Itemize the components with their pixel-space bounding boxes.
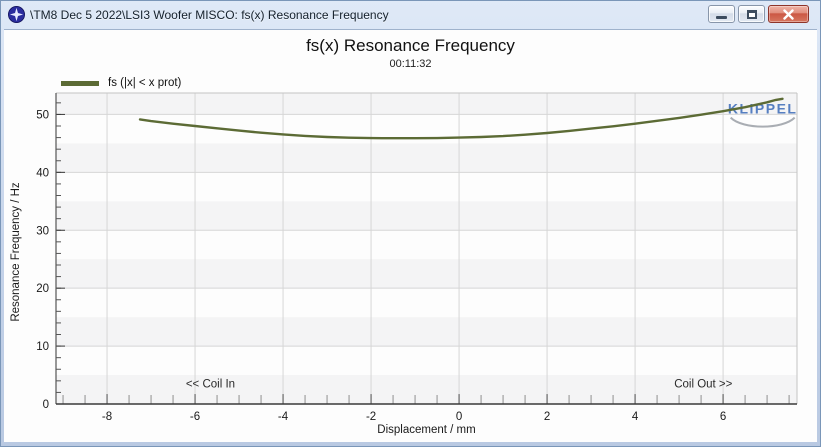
klippel-watermark: KLIPPEL: [728, 101, 798, 117]
chart-title: fs(x) Resonance Frequency: [306, 36, 515, 55]
y-tick-label: 0: [43, 399, 49, 411]
x-tick-label: -6: [190, 411, 200, 423]
plot-background: [56, 93, 797, 404]
y-tick-label: 40: [36, 167, 49, 179]
grid-band: [56, 259, 797, 289]
chart-subtitle: 00:11:32: [389, 58, 432, 70]
minimize-icon: [716, 16, 727, 19]
grid-band: [56, 317, 797, 347]
grid-band: [56, 375, 797, 404]
grid-band: [56, 93, 797, 115]
close-button[interactable]: [768, 5, 809, 23]
x-tick-label: 2: [544, 411, 550, 423]
legend-line-swatch: [61, 80, 99, 86]
coil-in-annotation: << Coil In: [186, 379, 235, 391]
y-tick-label: 10: [36, 341, 49, 353]
y-tick-label: 20: [36, 283, 49, 295]
title-bar[interactable]: \TM8 Dec 5 2022\LSI3 Woofer MISCO: fs(x)…: [1, 1, 820, 29]
grid-band: [56, 143, 797, 173]
grid-band: [56, 201, 797, 231]
coil-out-annotation: Coil Out >>: [674, 379, 732, 391]
y-tick-label: 50: [36, 109, 49, 121]
x-tick-label: 0: [456, 411, 462, 423]
resonance-frequency-chart: KLIPPEL << Coil In Coil Out >> -8 -6 -4 -2 0 2 4 6…: [36, 92, 798, 423]
minimize-button[interactable]: [708, 5, 735, 23]
window-title: \TM8 Dec 5 2022\LSI3 Woofer MISCO: fs(x)…: [30, 8, 389, 22]
x-tick-label: -2: [366, 411, 376, 423]
x-axis-title: Displacement / mm: [377, 424, 476, 436]
x-tick-label: 6: [720, 411, 726, 423]
restore-icon: [746, 9, 757, 19]
legend-label: fs (|x| < x prot): [108, 77, 182, 89]
x-tick-label: -4: [278, 411, 289, 423]
close-icon: [783, 8, 794, 20]
chart-panel: fs(x) Resonance Frequency 00:11:32 fs (|…: [4, 29, 817, 442]
x-tick-label: 4: [632, 411, 639, 423]
klippel-watermark-arc: [729, 116, 796, 128]
y-tick-label: 30: [36, 225, 49, 237]
app-icon: [8, 6, 25, 23]
fs-curve: [138, 97, 784, 140]
x-tick-label: -8: [102, 411, 112, 423]
restore-button[interactable]: [738, 5, 765, 23]
legend: fs (|x| < x prot): [61, 77, 181, 89]
